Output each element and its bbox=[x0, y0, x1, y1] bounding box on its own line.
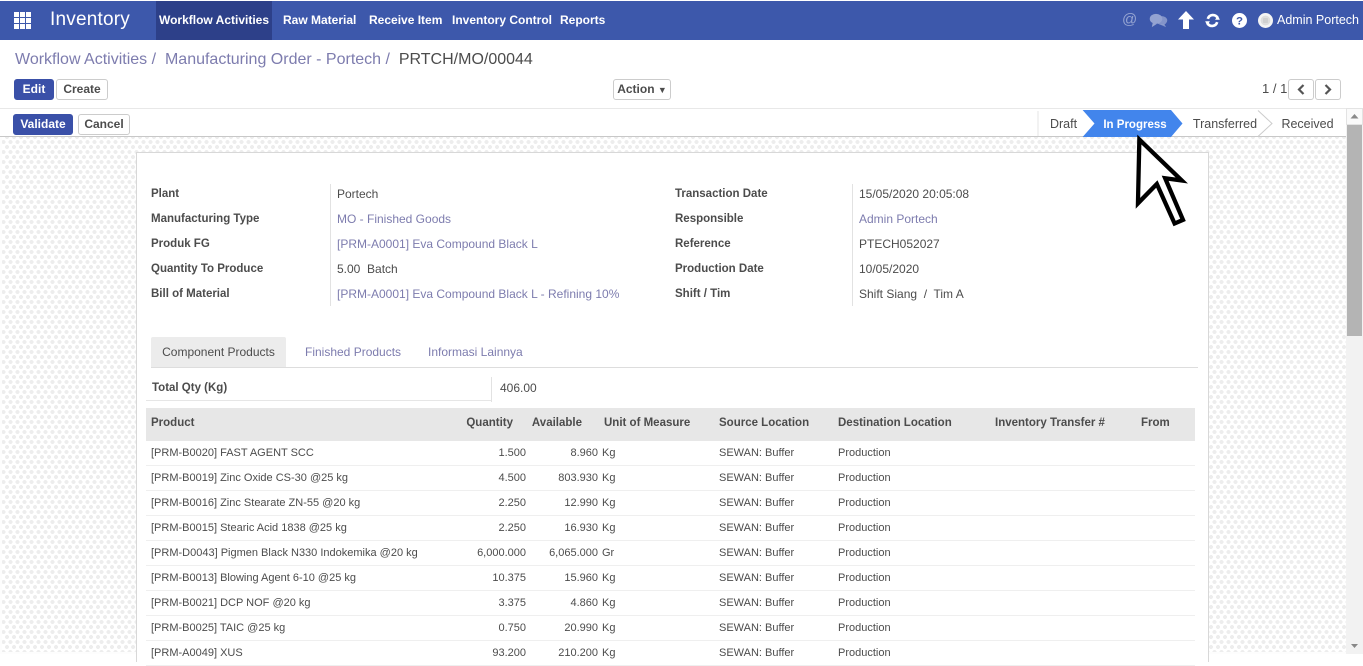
svg-text:Draft: Draft bbox=[1050, 117, 1078, 131]
svg-text:In Progress: In Progress bbox=[1103, 119, 1166, 131]
svg-text:?: ? bbox=[1236, 16, 1243, 28]
svg-text:Received: Received bbox=[1281, 117, 1333, 131]
svg-text:Transferred: Transferred bbox=[1193, 117, 1257, 131]
